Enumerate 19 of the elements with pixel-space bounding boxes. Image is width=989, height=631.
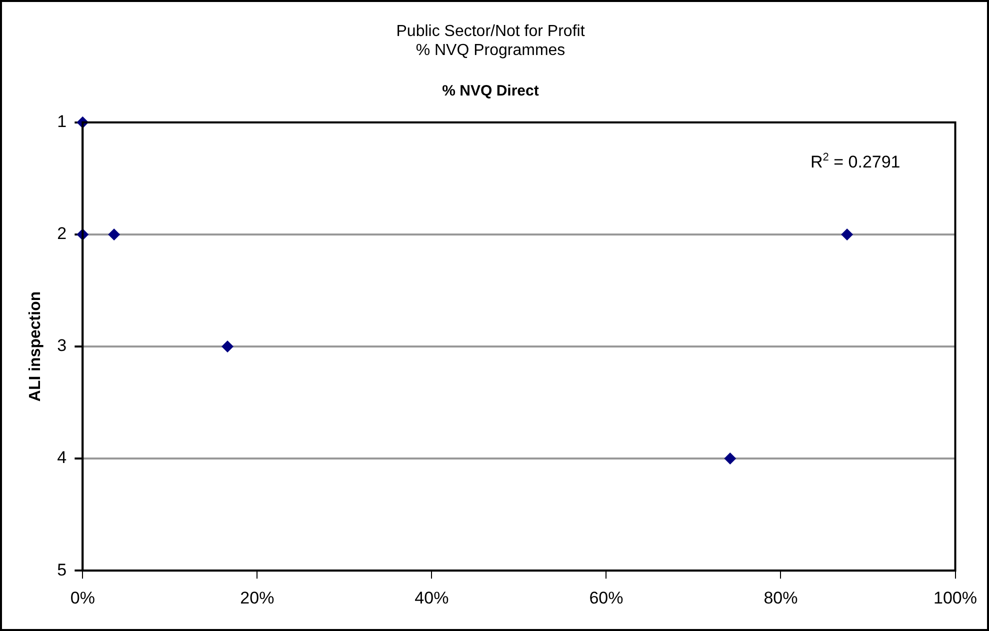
- x-tick-label: 40%: [414, 588, 449, 608]
- y-tick-label: 4: [57, 448, 67, 468]
- x-tick-label: 0%: [70, 588, 95, 608]
- y-axis-title: ALI inspection: [27, 291, 44, 402]
- x-tick-label: 100%: [934, 588, 977, 608]
- point: [222, 340, 234, 352]
- x-tick-label: 20%: [240, 588, 274, 608]
- y-tick-label: 1: [57, 112, 67, 132]
- point: [724, 452, 736, 465]
- x-tick-label: 80%: [764, 588, 798, 608]
- point: [108, 228, 120, 240]
- text: % NVQ Programmes: [416, 42, 566, 60]
- y-tick-label: 3: [57, 336, 67, 356]
- point: [841, 228, 854, 240]
- text: Public Sector/Not for Profit: [396, 23, 585, 40]
- y-tick-label: 2: [57, 224, 67, 244]
- y-tick-label: 5: [57, 560, 67, 580]
- chart-subtitle: % NVQ Direct: [442, 82, 539, 100]
- x-tick-label: 60%: [589, 588, 624, 608]
